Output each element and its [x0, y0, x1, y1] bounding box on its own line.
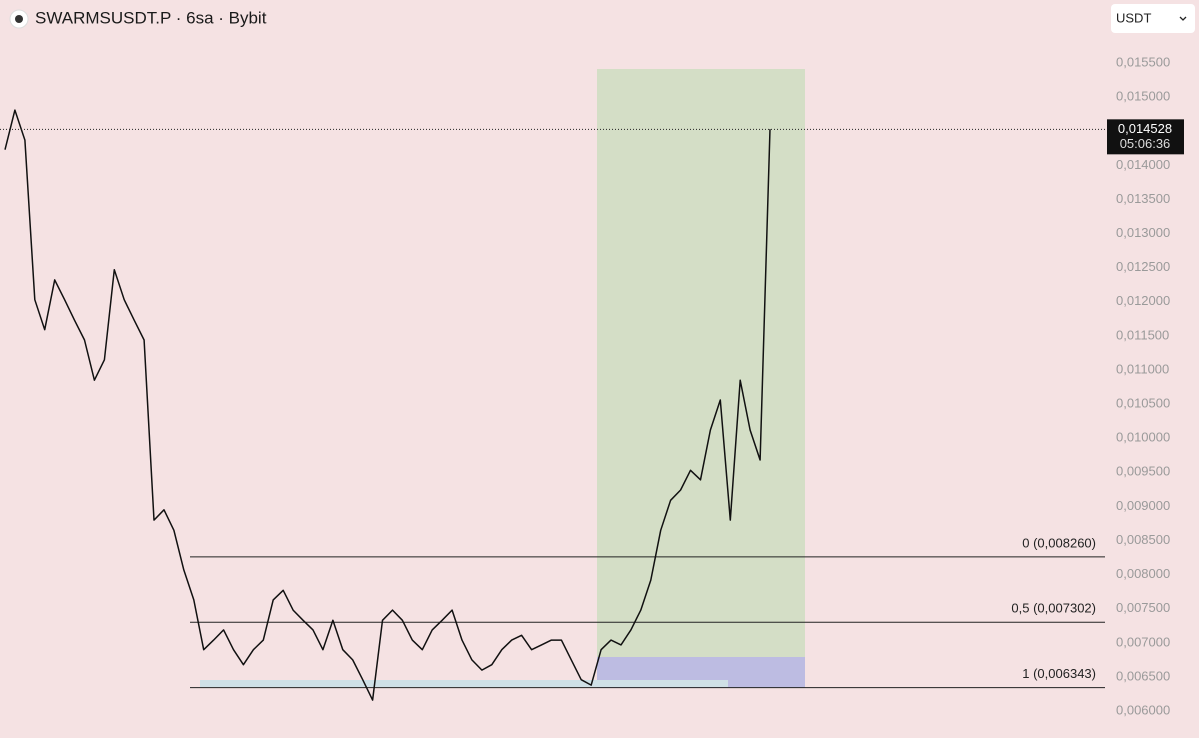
logo-mark: [15, 15, 23, 23]
y-tick-label: 0,007500: [1116, 600, 1170, 615]
fib-label: 1 (0,006343): [1022, 666, 1096, 681]
y-tick-label: 0,008000: [1116, 566, 1170, 581]
y-tick-label: 0,010500: [1116, 396, 1170, 411]
y-tick-label: 0,011000: [1116, 361, 1169, 376]
y-tick-label: 0,014000: [1116, 157, 1170, 172]
y-tick-label: 0,013500: [1116, 191, 1170, 206]
chevron: [1179, 16, 1187, 21]
price-line: [4, 109, 771, 701]
y-tick-label: 0,011500: [1116, 327, 1169, 342]
y-tick-label: 0,009500: [1116, 464, 1170, 479]
currency-select[interactable]: [1111, 4, 1195, 33]
fib-label: 0,5 (0,007302): [1011, 601, 1096, 616]
y-tick-label: 0,006000: [1116, 702, 1170, 717]
y-tick-label: 0,010000: [1116, 430, 1170, 445]
y-tick-label: 0,006500: [1116, 668, 1170, 683]
y-tick-label: 0,013000: [1116, 225, 1170, 240]
currency-label: USDT: [1116, 10, 1151, 25]
y-tick-label: 0,012000: [1116, 293, 1170, 308]
y-tick-label: 0,007000: [1116, 634, 1170, 649]
last-price-label: 0,014528: [1118, 121, 1172, 136]
y-tick-label: 0,009000: [1116, 498, 1170, 513]
y-tick-label: 0,008500: [1116, 532, 1170, 547]
y-tick-label: 0,015000: [1116, 89, 1170, 104]
range-band: [200, 680, 728, 687]
y-tick-label: 0,015500: [1116, 54, 1170, 69]
countdown: 05:06:36: [1120, 136, 1171, 151]
target-zone: [597, 69, 805, 688]
fib-label: 0 (0,008260): [1022, 535, 1096, 550]
last-price-box: [1107, 119, 1184, 155]
symbol-title: SWARMSUSDT.P · 6sa · Bybit: [35, 8, 267, 27]
y-tick-label: 0,012500: [1116, 259, 1170, 274]
